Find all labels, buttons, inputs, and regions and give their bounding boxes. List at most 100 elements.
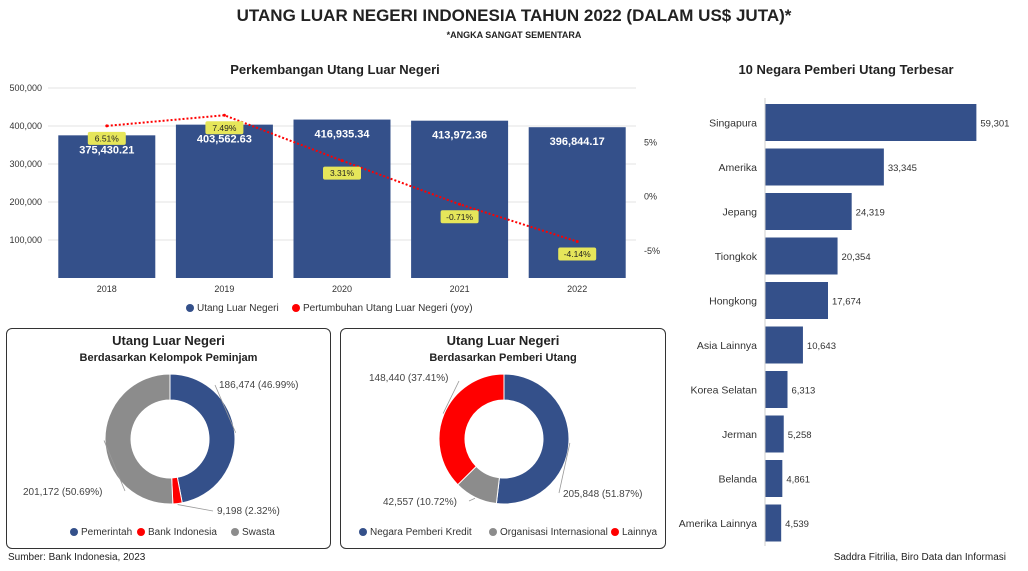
x-tick-label: 2021: [450, 284, 470, 294]
y-tick-label: 400,000: [9, 121, 42, 131]
lender-category-label: Jerman: [722, 429, 757, 441]
lender-category-label: Hongkong: [709, 296, 757, 308]
lender-panel: Utang Luar Negeri Berdasarkan Pemberi Ut…: [340, 328, 666, 549]
lender-category-label: Amerika: [718, 162, 757, 174]
legend-label: Swasta: [242, 527, 275, 538]
lender-donut: 205,848 (51.87%) 42,557 (10.72%) 148,440 (…: [359, 373, 657, 538]
y2-tick-label: 5%: [644, 137, 657, 147]
y-tick-label: 200,000: [9, 197, 42, 207]
lender-bar-Korea Selatan: [765, 371, 788, 408]
lender-bar-Amerika Lainnya: [765, 504, 782, 542]
growth-point: [458, 202, 462, 206]
legend-marker: [359, 528, 367, 536]
lender-value-label: 4,861: [786, 475, 810, 486]
x-tick-label: 2019: [214, 284, 234, 294]
lender-bar-Singapura: [765, 104, 977, 141]
lender-panel-subtitle: Berdasarkan Pemberi Utang: [429, 352, 577, 364]
bar-value-label: 375,430.21: [79, 144, 134, 156]
y-tick-label: 100,000: [9, 235, 42, 245]
legend-label-debt: Utang Luar Negeri: [197, 303, 279, 314]
lender-bar-Jepang: [765, 193, 852, 230]
borrower-panel-title: Utang Luar Negeri: [112, 333, 225, 348]
lender-category-label: Amerika Lainnya: [679, 518, 757, 530]
growth-value-label: 6.51%: [95, 133, 120, 143]
slice-Swasta: [104, 373, 174, 505]
slice-value-label: 201,172 (50.69%): [23, 487, 103, 498]
growth-point: [105, 124, 109, 128]
bar-2021: [411, 120, 509, 278]
x-tick-label: 2018: [97, 284, 117, 294]
growth-label-bg: [558, 247, 597, 261]
slice-leader: [442, 380, 460, 414]
bar-value-label: 396,844.17: [550, 136, 605, 148]
trend-chart-title: Perkembangan Utang Luar Negeri: [230, 62, 440, 77]
growth-point: [222, 113, 226, 117]
legend-marker: [137, 528, 145, 536]
bar-value-label: 416,935.34: [314, 129, 370, 141]
bar-value-label: 403,562.63: [197, 134, 252, 146]
slice-value-label: 42,557 (10.72%): [383, 497, 457, 508]
growth-point: [575, 240, 579, 244]
legend-marker: [611, 528, 619, 536]
slice-value-label: 186,474 (46.99%): [219, 380, 299, 391]
legend-label: Pemerintah: [81, 527, 132, 538]
lender-bar-Asia Lainnya: [765, 326, 803, 364]
slice-Negara Pemberi Kredit: [495, 373, 570, 505]
lender-value-label: 10,643: [807, 341, 836, 352]
bar-2019: [175, 124, 273, 278]
growth-value-label: 7.49%: [212, 123, 237, 133]
borrower-donut: 186,474 (46.99%) 9,198 (2.32%) 201,172 (50…: [23, 373, 299, 538]
slice-value-label: 148,440 (37.41%): [369, 373, 449, 384]
lender-bar-Amerika: [765, 148, 884, 186]
lender-bar-Hongkong: [765, 282, 828, 319]
x-tick-label: 2020: [332, 284, 352, 294]
legend-marker-debt: [186, 304, 194, 312]
source-note: Sumber: Bank Indonesia, 2023: [8, 552, 146, 563]
y2-tick-label: 0%: [644, 192, 657, 202]
growth-label-bg: [323, 166, 361, 180]
slice-leader: [468, 497, 476, 502]
legend-label: Bank Indonesia: [148, 527, 217, 538]
growth-value-label: -4.14%: [564, 249, 591, 259]
bar-2018: [58, 135, 156, 278]
lender-value-label: 59,301: [980, 119, 1009, 130]
borrower-panel: Utang Luar Negeri Berdasarkan Kelompok P…: [6, 328, 331, 549]
lender-category-label: Jepang: [723, 207, 758, 219]
lender-value-label: 5,258: [788, 430, 812, 441]
legend-marker-growth: [292, 304, 300, 312]
slice-Lainnya: [438, 373, 505, 486]
legend-label: Negara Pemberi Kredit: [370, 527, 472, 538]
y-tick-label: 500,000: [9, 83, 42, 93]
legend-marker: [489, 528, 497, 536]
x-tick-label: 2022: [567, 284, 587, 294]
growth-value-label: -0.71%: [446, 212, 473, 222]
lender-category-label: Singapura: [709, 118, 757, 130]
lender-category-label: Korea Selatan: [690, 385, 757, 397]
lenders-chart: Singapura 59,301 Amerika 33,345 Jepang 24,319…: [679, 98, 1009, 546]
legend-label: Lainnya: [622, 527, 657, 538]
growth-label-bg: [440, 210, 479, 224]
main-subtitle: *ANGKA SANGAT SEMENTARA: [446, 30, 582, 40]
lender-value-label: 33,345: [888, 163, 917, 174]
borrower-panel-subtitle: Berdasarkan Kelompok Peminjam: [79, 352, 258, 364]
legend-marker: [70, 528, 78, 536]
credit-note: Saddra Fitrilia, Biro Data dan Informasi: [833, 552, 1006, 563]
lender-category-label: Belanda: [718, 474, 757, 486]
slice-Pemerintah: [169, 373, 236, 504]
bar-value-label: 413,972.36: [432, 130, 487, 142]
lender-category-label: Asia Lainnya: [697, 340, 757, 352]
lender-bar-Jerman: [765, 415, 784, 453]
main-title: UTANG LUAR NEGERI INDONESIA TAHUN 2022 (…: [236, 6, 792, 25]
lender-bar-Belanda: [765, 460, 783, 497]
growth-label-bg: [205, 121, 244, 135]
legend-label-growth: Pertumbuhan Utang Luar Negeri (yoy): [303, 303, 473, 314]
lenders-chart-title: 10 Negara Pemberi Utang Terbesar: [738, 62, 954, 77]
growth-value-label: 3.31%: [330, 168, 355, 178]
slice-leader: [103, 440, 126, 492]
trend-chart: 500,000 400,000 300,000 200,000 100,000 5% 0% -…: [9, 83, 660, 314]
slice-leader: [177, 504, 214, 512]
lender-bar-Tiongkok: [765, 237, 838, 275]
y-tick-label: 300,000: [9, 159, 42, 169]
lender-value-label: 6,313: [792, 386, 816, 397]
lender-value-label: 20,354: [842, 252, 871, 263]
